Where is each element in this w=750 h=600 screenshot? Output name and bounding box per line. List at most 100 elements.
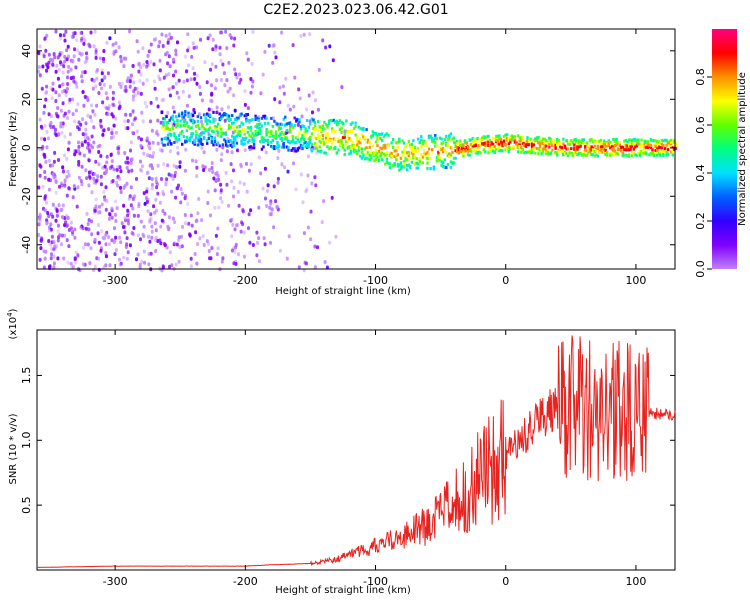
spectrogram-cell xyxy=(456,140,459,143)
spectrogram-cell xyxy=(107,235,111,239)
spectrogram-cell xyxy=(456,150,459,154)
snr-y-tick-label: 1.0 xyxy=(20,432,33,450)
spectrogram-cell xyxy=(207,242,210,246)
spectrogram-cell xyxy=(214,47,217,52)
spectrogram-cell xyxy=(73,47,77,52)
spectrogram-cell xyxy=(188,126,192,130)
spectrogram-cell xyxy=(490,147,493,151)
spectrogram-cell xyxy=(174,115,178,119)
spectrogram-cell xyxy=(520,136,523,140)
spectrogram-cell xyxy=(645,152,648,156)
spectrogram-cell xyxy=(215,78,219,83)
spectrogram-cell xyxy=(193,111,196,115)
spectrogram-cell xyxy=(671,153,674,157)
spectrogram-cell xyxy=(170,116,173,120)
spectrogram-cell xyxy=(54,190,58,195)
spectrogram-cell xyxy=(591,148,595,152)
spectrogram-cell xyxy=(303,260,307,265)
spectrogram-cell xyxy=(73,227,77,232)
spectrogram-cell xyxy=(523,143,526,147)
spectrogram-cell xyxy=(562,142,565,146)
spectrogram-cell xyxy=(42,110,46,115)
spectrogram-cell xyxy=(535,146,539,150)
spectrogram-cell xyxy=(239,162,243,167)
spectrogram-cell xyxy=(548,145,551,149)
spectrogram-cell xyxy=(56,238,60,243)
spectrogram-cell xyxy=(107,127,111,132)
spectrogram-cell xyxy=(620,149,623,153)
spectrogram-cell xyxy=(484,150,487,154)
spectrogram-cell xyxy=(263,138,267,142)
spectrogram-cell xyxy=(58,36,62,41)
spectrogram-cell xyxy=(51,81,55,86)
spectrogram-cell xyxy=(158,77,162,82)
spectrogram-cell xyxy=(668,139,671,143)
spectrogram-cell xyxy=(370,134,373,138)
spectrogram-cell xyxy=(161,97,165,102)
spectrogram-cell xyxy=(432,165,435,169)
spectrogram-cell xyxy=(47,112,51,117)
spectrogram-cell xyxy=(119,261,123,266)
spectrogram-cell xyxy=(306,144,309,148)
spectrogram-cell xyxy=(498,145,501,149)
spectrogram-cell xyxy=(171,114,174,118)
spectrogram-cell xyxy=(271,116,275,121)
spectrogram-cell xyxy=(161,264,165,269)
spectrogram-cell xyxy=(213,188,217,193)
spectrogram-cell xyxy=(280,30,284,35)
spectrogram-cell xyxy=(321,124,324,128)
spectrogram-cell xyxy=(582,150,585,154)
spectrogram-cell xyxy=(260,116,264,120)
spectrogram-cell xyxy=(67,186,71,191)
spectrogram-cell xyxy=(145,200,149,204)
spectrogram-cell xyxy=(384,153,387,157)
spectrogram-cell xyxy=(266,121,270,125)
spectrogram-cell xyxy=(92,140,96,145)
spectrogram-cell xyxy=(220,127,223,131)
spectrogram-cell xyxy=(43,175,47,180)
spectrogram-cell xyxy=(58,184,62,189)
snr-y-tick-label: 0.5 xyxy=(20,496,33,514)
spectrogram-cell xyxy=(196,119,199,123)
spectrogram-cell xyxy=(226,89,230,94)
spectrogram-cell xyxy=(168,32,172,37)
spectrogram-cell xyxy=(402,165,406,169)
spectrogram-cell xyxy=(313,98,317,103)
spectrogram-cell xyxy=(474,149,478,153)
spectrogram-cell xyxy=(340,139,343,142)
spectrogram-cell xyxy=(173,220,177,225)
spectrogram-cell xyxy=(223,132,226,136)
spectrogram-cell xyxy=(263,49,267,54)
spectrogram-cell xyxy=(39,246,43,251)
spectrogram-cell xyxy=(659,141,662,145)
spectrogram-cell xyxy=(286,169,290,174)
spectrogram-cell xyxy=(77,148,80,153)
spectrogram-cell xyxy=(148,163,152,168)
spectrogram-cell xyxy=(491,136,495,140)
spectrogram-cell xyxy=(128,79,132,84)
spectrogram-cell xyxy=(55,209,59,213)
spectrogram-cell xyxy=(248,126,251,130)
spectrogram-cell xyxy=(196,115,199,119)
spectrogram-cell xyxy=(523,151,526,155)
spectrogram-cell xyxy=(44,159,48,164)
spectrogram-cell xyxy=(171,105,175,110)
spectrogram-cell xyxy=(198,127,201,131)
spectrogram-cell xyxy=(277,125,281,129)
spectrogram-cell xyxy=(345,140,348,143)
spectrogram-cell xyxy=(81,90,85,94)
spectrogram-cell xyxy=(63,153,66,158)
spectrogram-cell xyxy=(354,133,357,137)
spectrogram-cell xyxy=(271,134,274,138)
spectrogram-cell xyxy=(584,153,587,157)
spectrogram-cell xyxy=(501,141,504,145)
spectrogram-cell xyxy=(76,253,80,257)
spectrogram-cell xyxy=(457,151,460,155)
spectrogram-cell xyxy=(149,100,153,105)
spectrogram-cell xyxy=(190,132,193,136)
spectrogram-cell xyxy=(212,130,215,134)
spectrogram-cell xyxy=(148,153,152,158)
spectrogram-cell xyxy=(200,98,204,103)
